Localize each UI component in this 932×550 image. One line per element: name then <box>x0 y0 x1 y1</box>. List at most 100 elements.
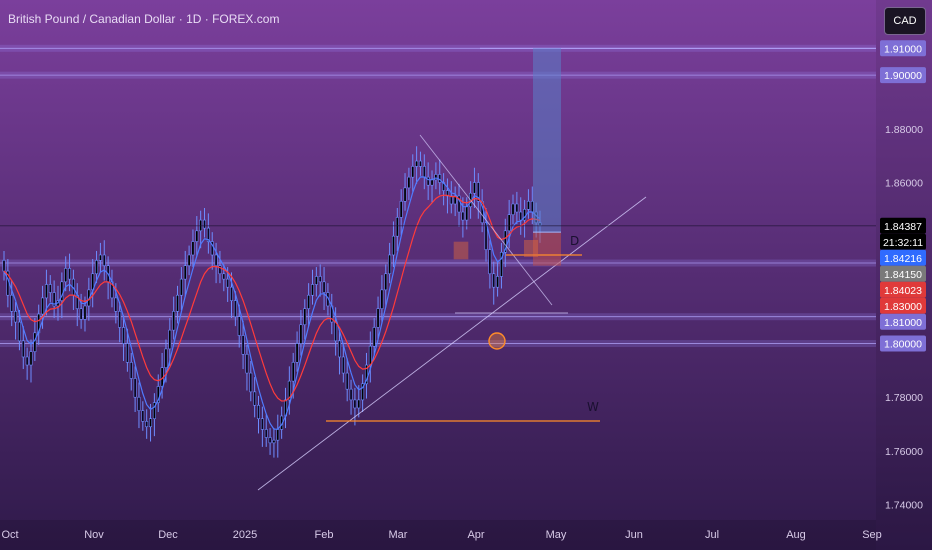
trendline-down <box>419 134 553 306</box>
candle <box>449 195 453 205</box>
candle <box>222 273 226 280</box>
candle <box>314 276 318 285</box>
price-label-bg <box>880 67 926 84</box>
candle <box>156 386 160 403</box>
currency-button[interactable]: CAD <box>884 7 926 35</box>
candle <box>176 294 180 312</box>
price-label-bg <box>880 313 926 330</box>
price-label: 1.84216 <box>884 253 922 265</box>
price-label: 1.91000 <box>884 43 922 55</box>
candle <box>353 399 357 409</box>
x-tick-label: Jul <box>705 529 719 541</box>
candle <box>264 429 268 438</box>
candle <box>499 251 503 277</box>
candle <box>114 297 118 312</box>
price-label-bg <box>880 281 926 298</box>
candle <box>230 286 234 301</box>
candle <box>461 211 465 221</box>
candle <box>272 439 276 444</box>
candle <box>515 203 519 213</box>
candle <box>310 284 314 296</box>
candle <box>25 356 29 366</box>
candle <box>411 166 415 178</box>
candle <box>203 219 207 229</box>
candle <box>145 421 149 428</box>
candle <box>64 268 68 283</box>
candle <box>48 284 52 293</box>
candle <box>364 364 368 385</box>
candle <box>60 281 64 301</box>
candle <box>368 345 372 366</box>
ema-slow-line <box>3 194 541 402</box>
x-tick-label: 2025 <box>233 529 257 541</box>
price-label-bg <box>880 233 926 250</box>
candle <box>206 227 210 242</box>
candle <box>122 327 126 344</box>
candle <box>149 418 153 428</box>
candle <box>41 297 45 315</box>
candle <box>141 410 145 422</box>
candle <box>241 335 245 355</box>
candle <box>276 429 280 441</box>
candle <box>457 195 461 213</box>
candle <box>526 200 530 210</box>
candle <box>388 254 392 275</box>
x-tick-label: Mar <box>389 529 408 541</box>
candle <box>361 383 365 401</box>
candle <box>102 254 106 267</box>
candle <box>403 187 407 202</box>
candle <box>195 230 199 242</box>
target-box <box>533 48 561 233</box>
y-tick-label: 1.76000 <box>885 446 923 458</box>
candle <box>349 388 353 401</box>
candle <box>253 391 257 406</box>
candle <box>430 179 434 186</box>
candle <box>511 203 515 216</box>
candle <box>152 402 156 419</box>
candle <box>488 249 492 275</box>
candle <box>98 254 102 261</box>
candle <box>137 396 141 411</box>
y-tick-label: 1.86000 <box>885 178 923 190</box>
x-tick-label: Sep <box>862 529 882 541</box>
candle <box>29 351 33 366</box>
price-label-bg <box>880 265 926 282</box>
candle <box>191 241 195 256</box>
candle <box>291 362 295 382</box>
x-tick-label: Dec <box>158 529 178 541</box>
x-tick-label: Nov <box>84 529 104 541</box>
candle <box>318 276 322 283</box>
candle <box>21 340 25 358</box>
candle <box>472 182 476 194</box>
price-label-bg <box>880 40 926 57</box>
candle <box>384 273 388 291</box>
candle <box>125 343 129 363</box>
y-tick-label: 1.88000 <box>885 124 923 136</box>
candle <box>476 182 480 202</box>
candle <box>245 353 249 374</box>
candle <box>372 327 376 347</box>
candle <box>17 321 21 342</box>
candle <box>233 300 237 318</box>
candle <box>44 284 48 299</box>
x-tick-label: May <box>546 529 567 541</box>
price-label-bg <box>880 217 926 234</box>
candle <box>426 176 430 186</box>
marker-box <box>524 240 538 257</box>
candle <box>214 254 218 267</box>
candle <box>307 294 311 309</box>
candle <box>337 340 341 358</box>
candle <box>519 211 523 221</box>
candle <box>79 308 83 320</box>
price-label: 1.84387 <box>884 221 922 233</box>
candle <box>249 372 253 393</box>
trendline-support <box>257 196 647 491</box>
x-tick-label: Apr <box>467 529 484 541</box>
x-tick-label: Jun <box>625 529 643 541</box>
candle <box>118 311 122 328</box>
label-daily: D <box>570 234 579 248</box>
candle <box>303 308 307 326</box>
